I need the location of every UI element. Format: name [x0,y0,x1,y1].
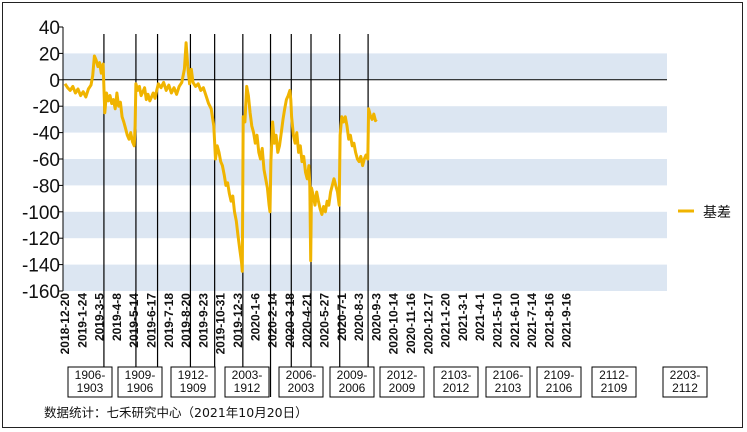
x-tick-label: 2019-1-24 [75,293,89,348]
grid-band [63,211,667,239]
x-tick-label: 2019-9-23 [196,293,210,348]
x-tick-label: 2021-9-16 [560,293,574,348]
x-tick-label: 2020-4-21 [300,293,314,348]
contract-label-text: 2112 [672,381,698,395]
x-tick-label: 2020-10-14 [387,293,401,355]
grid-band [63,53,667,80]
x-tick-label: 2021-3-1 [456,293,470,341]
x-tick-label: 2021-6-10 [508,293,522,348]
y-tick-label: 20 [39,44,60,65]
x-tick-label: 2020-8-3 [352,293,366,341]
grid-band [63,159,667,186]
contract-label-box [485,366,531,398]
contract-label-text: 1906 [127,381,154,395]
x-tick-label: 2020-7-1 [335,293,349,341]
contract-label-box [329,366,375,398]
legend-label: 基差 [703,204,731,221]
contract-label-text: 1909- [125,368,156,382]
contract-label-box [170,366,216,398]
contract-label-text: 1912 [234,381,261,395]
x-tick-label: 2020-12-17 [421,293,435,355]
contract-label-text: 2012- [387,368,418,382]
y-tick-label: -120 [22,229,60,250]
y-tick-label: 0 [49,71,60,92]
x-tick-label: 2021-4-1 [473,293,487,341]
contract-label-text: 2106- [493,368,524,382]
contract-label-text: 2003- [232,368,263,382]
contract-label-text: 2103 [495,381,522,395]
contract-label-box [117,366,163,398]
contract-label-box [379,366,425,398]
contract-label-box [278,366,324,398]
x-tick-label: 2020-3-18 [283,293,297,348]
x-tick-label: 2019-12-3 [231,293,245,348]
y-tick-label: -160 [22,282,60,303]
contract-label-box [591,366,637,398]
contract-label-text: 2109 [601,381,628,395]
contract-label-text: 2203- [670,368,701,382]
x-tick-label: 2020-2-14 [266,293,280,348]
x-tick-label: 2021-5-10 [491,293,505,348]
contract-label-text: 2109- [544,368,575,382]
x-tick-label: 2021-1-20 [439,293,453,348]
x-tick-label: 2019-10-31 [214,293,228,355]
y-tick-label: -80 [33,176,60,197]
x-tick-label: 2021-7-14 [525,293,539,348]
basis-series-line [63,41,378,273]
source-note: 数据统计：七禾研究中心（2021年10月20日） [44,405,308,420]
contract-label-text: 2006 [339,381,366,395]
x-tick-label: 2020-5-27 [318,293,332,348]
x-tick-label: 2021-8-16 [542,293,556,348]
chart-frame [2,2,743,428]
contract-label-text: 2003 [288,381,315,395]
y-tick-label: -60 [33,150,60,171]
y-tick-label: -140 [22,256,60,277]
contract-label-text: 2009 [389,381,416,395]
x-tick-label: 2019-8-20 [179,293,193,348]
contract-label-text: 2006- [286,368,317,382]
x-tick-label: 2019-3-5 [93,293,107,341]
y-tick-label: -100 [22,203,60,224]
x-tick-label: 2019-4-8 [110,293,124,341]
contract-label-text: 1909 [180,381,207,395]
x-tick-label: 2020-1-6 [248,293,262,341]
grid-band [63,106,667,133]
y-tick-label: -40 [33,124,60,145]
x-tick-label: 2019-7-18 [162,293,176,348]
contract-label-text: 2103- [441,368,472,382]
contract-label-text: 2112- [599,368,629,382]
x-tick-label: 2018-12-20 [58,293,72,355]
contract-label-text: 2106 [546,381,573,395]
contract-label-box [224,366,270,398]
contract-label-text: 2009- [337,368,368,382]
contract-label-box [536,366,582,398]
x-tick-label: 2020-9-3 [369,293,383,341]
contract-label-box [67,366,113,398]
contract-label-text: 1903 [77,381,104,395]
contract-label-text: 1906- [75,368,106,382]
y-tick-label: 40 [39,18,60,39]
grid-band [63,264,667,291]
x-tick-label: 2019-5-14 [127,293,141,348]
y-tick-label: -20 [33,97,60,118]
contract-label-text: 1912- [178,368,209,382]
x-tick-label: 2020-11-16 [404,293,418,354]
contract-label-text: 2012 [443,381,470,395]
contract-label-box [433,366,479,398]
x-tick-label: 2019-6-17 [145,293,159,348]
contract-label-box [662,366,708,398]
